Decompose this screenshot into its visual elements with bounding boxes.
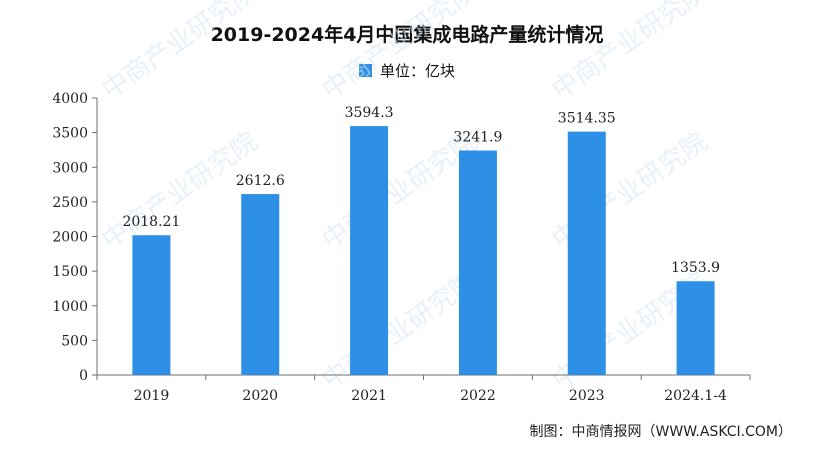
x-tick-label: 2024.1-4 xyxy=(664,388,727,404)
y-tick-label: 500 xyxy=(61,333,88,349)
x-tick-label: 2022 xyxy=(460,388,496,404)
y-tick-label: 0 xyxy=(79,368,88,384)
bar xyxy=(458,150,497,375)
x-tick-label: 2020 xyxy=(242,388,278,404)
bar xyxy=(241,194,280,375)
watermark-text: 中商产业研究院 xyxy=(547,0,713,106)
bar xyxy=(567,131,606,375)
watermark-text: 中商产业研究院 xyxy=(317,267,483,396)
y-tick-label: 1500 xyxy=(52,264,88,280)
data-label: 1353.9 xyxy=(671,260,720,276)
legend-label: 单位：亿块 xyxy=(379,62,455,80)
y-tick-label: 3000 xyxy=(52,160,88,176)
data-label: 3514.35 xyxy=(558,111,616,127)
data-label: 3594.3 xyxy=(345,105,394,121)
data-label: 3241.9 xyxy=(453,129,502,145)
y-tick-label: 2000 xyxy=(52,230,88,246)
x-tick-label: 2023 xyxy=(569,388,605,404)
y-tick-label: 2500 xyxy=(52,195,88,211)
y-tick-label: 4000 xyxy=(52,91,88,107)
watermark-text: 中商产业研究院 xyxy=(97,0,263,106)
watermark-text: 中商产业研究院 xyxy=(317,0,483,106)
legend-swatch xyxy=(358,64,372,77)
y-tick-label: 3500 xyxy=(52,126,88,142)
watermark-text: 中商产业研究院 xyxy=(97,127,263,256)
source-credit: 制图：中商情报网（WWW.ASKCI.COM） xyxy=(529,424,792,440)
data-label: 2018.21 xyxy=(122,214,180,230)
x-tick-label: 2021 xyxy=(351,388,387,404)
bar xyxy=(132,235,171,375)
watermark-text: 中商产业研究院 xyxy=(317,127,483,256)
bar xyxy=(676,281,715,375)
x-tick-label: 2019 xyxy=(134,388,170,404)
legend: 单位：亿块 xyxy=(0,60,814,81)
data-label: 2612.6 xyxy=(236,173,285,189)
chart-title: 2019-2024年4月中国集成电路产量统计情况 xyxy=(210,24,604,46)
bar xyxy=(350,126,389,375)
y-tick-label: 1000 xyxy=(52,299,88,315)
